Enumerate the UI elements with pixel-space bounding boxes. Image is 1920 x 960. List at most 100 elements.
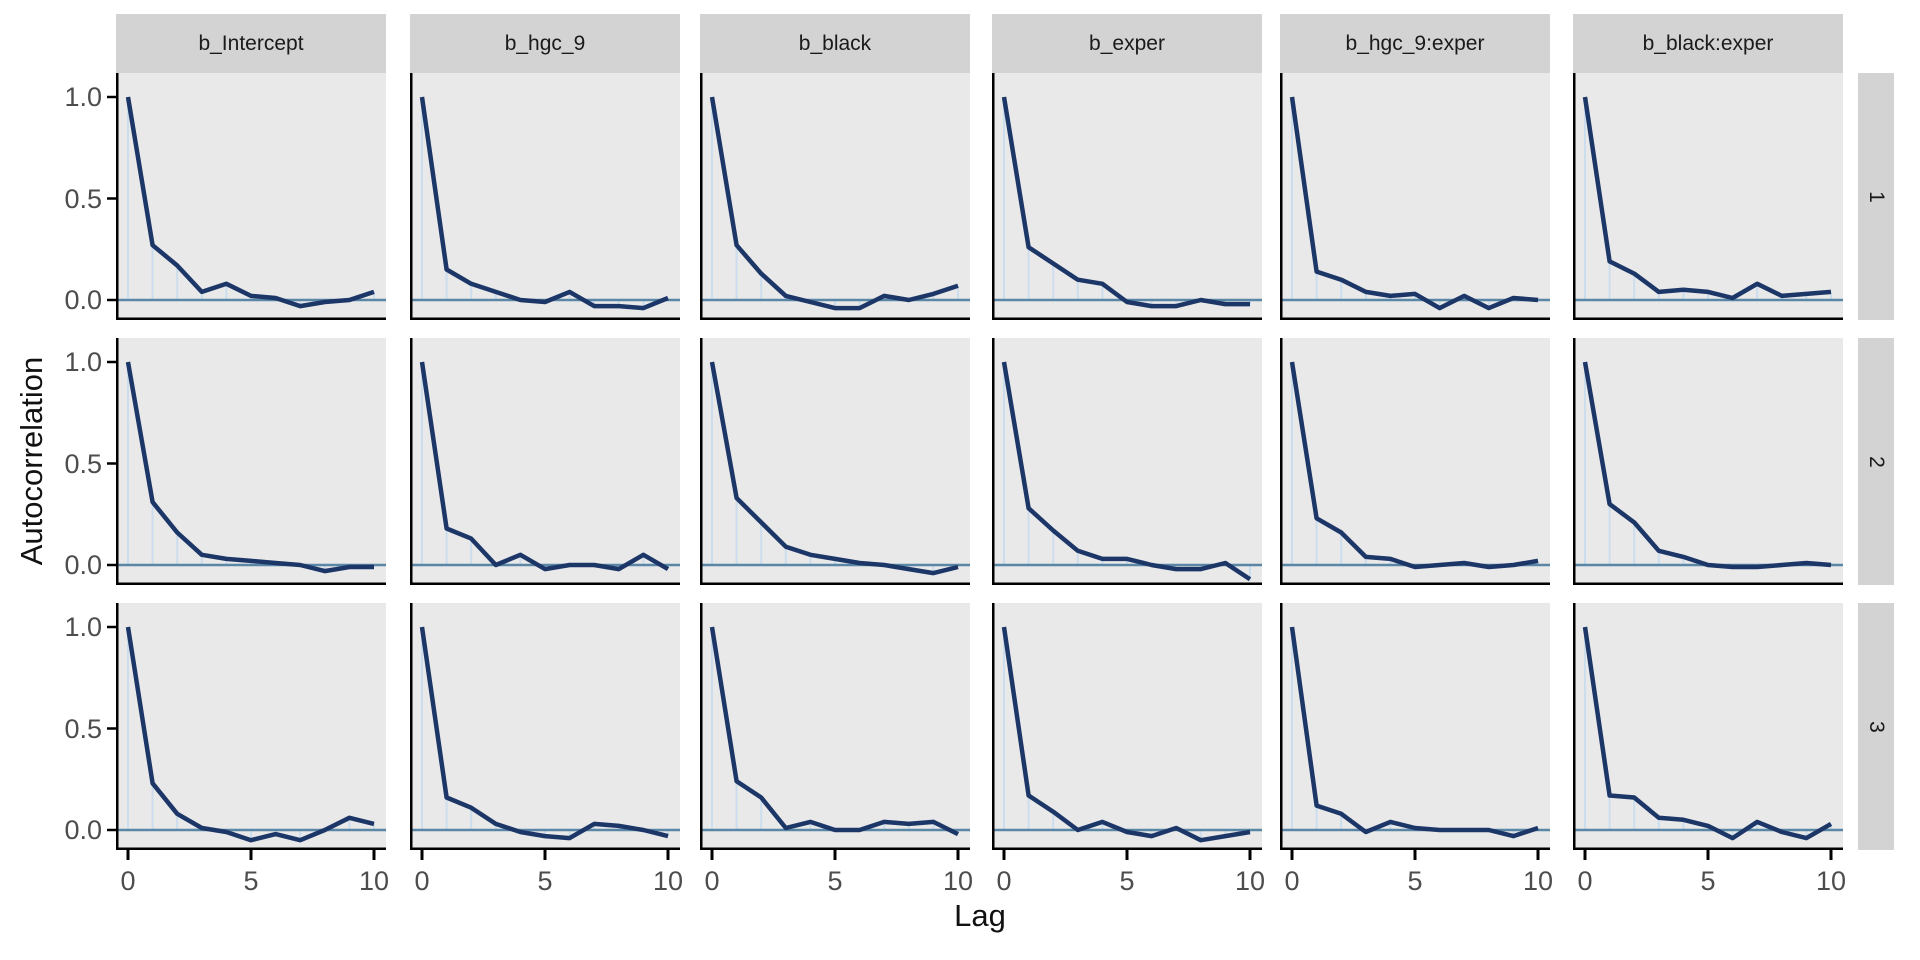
x-tick-label-5-col5: 5 bbox=[1407, 866, 1423, 896]
x-tick-label-0-col3: 0 bbox=[704, 866, 720, 896]
facet-column-strip-b_Intercept: b_Intercept bbox=[116, 14, 386, 73]
facet-column-strip-b_exper: b_exper bbox=[992, 14, 1262, 73]
acf-panel-b_hgc_9-chain-3 bbox=[410, 603, 680, 860]
acf-plot-svg bbox=[107, 338, 386, 585]
x-tick-label-10-col2: 10 bbox=[652, 866, 684, 896]
facet-row-strip-chain-1: 1 bbox=[1858, 73, 1894, 320]
facet-column-label: b_black bbox=[798, 31, 872, 55]
acf-panel-b_exper-chain-2 bbox=[992, 338, 1262, 585]
x-tick-label-0-col4: 0 bbox=[996, 866, 1012, 896]
x-tick-label-0-col6: 0 bbox=[1577, 866, 1593, 896]
acf-plot-svg bbox=[700, 338, 970, 585]
acf-line bbox=[1289, 361, 1539, 570]
x-tick-label-10-col4: 10 bbox=[1234, 866, 1266, 896]
facet-row-strip-chain-3: 3 bbox=[1858, 603, 1894, 850]
x-tick-label-5-col6: 5 bbox=[1700, 866, 1716, 896]
acf-line bbox=[1582, 361, 1832, 570]
acf-panel-b_exper-chain-1 bbox=[992, 73, 1262, 320]
acf-line bbox=[709, 626, 959, 837]
y-tick-label-1.0-row3: 1.0 bbox=[64, 612, 102, 642]
acf-panel-b_hgc_9-chain-2 bbox=[410, 338, 680, 585]
y-tick-label-0.0-row1: 0.0 bbox=[64, 285, 102, 315]
acf-plot-svg bbox=[992, 73, 1262, 320]
acf-plot-svg bbox=[410, 603, 680, 860]
acf-plot-svg bbox=[992, 338, 1262, 585]
acf-panel-b_hgc_9:exper-chain-3 bbox=[1280, 603, 1550, 860]
acf-plot-svg bbox=[1280, 73, 1550, 320]
x-axis-title: Lag bbox=[954, 898, 1006, 933]
acf-plot-svg bbox=[1280, 603, 1550, 860]
facet-column-label: b_exper bbox=[1089, 31, 1165, 55]
acf-line bbox=[125, 361, 374, 574]
facet-column-label: b_hgc_9:exper bbox=[1345, 31, 1485, 55]
acf-plot-svg bbox=[992, 603, 1262, 860]
y-tick-label-0.5-row3: 0.5 bbox=[64, 713, 102, 744]
x-tick-label-10-col1: 10 bbox=[358, 866, 390, 896]
acf-panel-b_Intercept-chain-2 bbox=[107, 338, 386, 585]
x-tick-label-10-col5: 10 bbox=[1522, 866, 1554, 896]
x-tick-label-0-col1: 0 bbox=[120, 866, 136, 896]
acf-panel-b_exper-chain-3 bbox=[992, 603, 1262, 860]
x-tick-label-5-col4: 5 bbox=[1119, 866, 1135, 896]
acf-line bbox=[1582, 96, 1832, 301]
x-tick-label-5-col3: 5 bbox=[827, 866, 843, 896]
acf-panel-b_black-chain-2 bbox=[700, 338, 970, 585]
acf-line bbox=[1001, 626, 1251, 843]
facet-row-strip-chain-2: 2 bbox=[1858, 338, 1894, 585]
facet-column-label: b_black:exper bbox=[1642, 31, 1774, 55]
acf-plot-svg bbox=[410, 73, 680, 320]
y-tick-label-1.0-row2: 1.0 bbox=[64, 347, 102, 377]
acf-panel-b_hgc_9:exper-chain-1 bbox=[1280, 73, 1550, 320]
acf-panel-b_black:exper-chain-2 bbox=[1573, 338, 1843, 585]
x-tick-label-0-col5: 0 bbox=[1284, 866, 1300, 896]
facet-row-label: 2 bbox=[1865, 455, 1888, 468]
acf-line bbox=[125, 626, 375, 843]
acf-line bbox=[1289, 96, 1539, 311]
acf-line bbox=[1001, 361, 1252, 582]
acf-plot-svg bbox=[1280, 338, 1550, 585]
facet-column-label: b_Intercept bbox=[198, 31, 304, 55]
y-tick-label-1.0-row1: 1.0 bbox=[64, 82, 102, 112]
acf-panel-b_black-chain-3 bbox=[700, 603, 970, 860]
acf-plot-svg bbox=[1573, 73, 1843, 320]
facet-column-strip-b_hgc_9: b_hgc_9 bbox=[410, 14, 680, 73]
acf-line bbox=[419, 361, 670, 572]
y-tick-label-0.0-row3: 0.0 bbox=[64, 815, 102, 845]
acf-panel-b_hgc_9:exper-chain-2 bbox=[1280, 338, 1550, 585]
acf-panel-b_black:exper-chain-1 bbox=[1573, 73, 1843, 320]
acf-line bbox=[1582, 626, 1833, 841]
acf-panel-b_hgc_9-chain-1 bbox=[410, 73, 680, 320]
facet-row-label: 3 bbox=[1865, 720, 1888, 733]
acf-plot-svg bbox=[1573, 603, 1843, 860]
facet-column-strip-b_black:exper: b_black:exper bbox=[1573, 14, 1843, 73]
x-tick-label-5-col2: 5 bbox=[537, 866, 553, 896]
facet-column-strip-b_black: b_black bbox=[700, 14, 970, 73]
acf-plot-svg bbox=[107, 73, 386, 320]
acf-panel-b_black:exper-chain-3 bbox=[1573, 603, 1843, 860]
acf-line bbox=[1289, 626, 1539, 839]
acf-panel-b_Intercept-chain-3 bbox=[107, 603, 386, 860]
facet-row-label: 1 bbox=[1865, 190, 1888, 203]
acf-line bbox=[709, 361, 959, 576]
facet-column-label: b_hgc_9 bbox=[504, 31, 586, 55]
acf-line bbox=[419, 96, 669, 311]
acf-plot-svg bbox=[700, 73, 970, 320]
x-tick-label-10-col3: 10 bbox=[942, 866, 974, 896]
acf-line bbox=[419, 626, 669, 841]
y-tick-label-0.0-row2: 0.0 bbox=[64, 550, 102, 580]
facet-column-strip-b_hgc_9:exper: b_hgc_9:exper bbox=[1280, 14, 1550, 73]
acf-line bbox=[125, 96, 375, 309]
acf-plot-svg bbox=[700, 603, 970, 860]
acf-panel-b_Intercept-chain-1 bbox=[107, 73, 386, 320]
acf-panel-b_black-chain-1 bbox=[700, 73, 970, 320]
y-tick-label-0.5-row1: 0.5 bbox=[64, 183, 102, 214]
x-tick-label-0-col2: 0 bbox=[414, 866, 430, 896]
acf-line bbox=[1001, 96, 1250, 309]
acf-plot-svg bbox=[1573, 338, 1843, 585]
x-tick-label-5-col1: 5 bbox=[243, 866, 259, 896]
y-tick-label-0.5-row2: 0.5 bbox=[64, 448, 102, 479]
acf-line bbox=[709, 96, 959, 311]
acf-plot-svg bbox=[410, 338, 680, 585]
x-tick-label-10-col6: 10 bbox=[1815, 866, 1847, 896]
